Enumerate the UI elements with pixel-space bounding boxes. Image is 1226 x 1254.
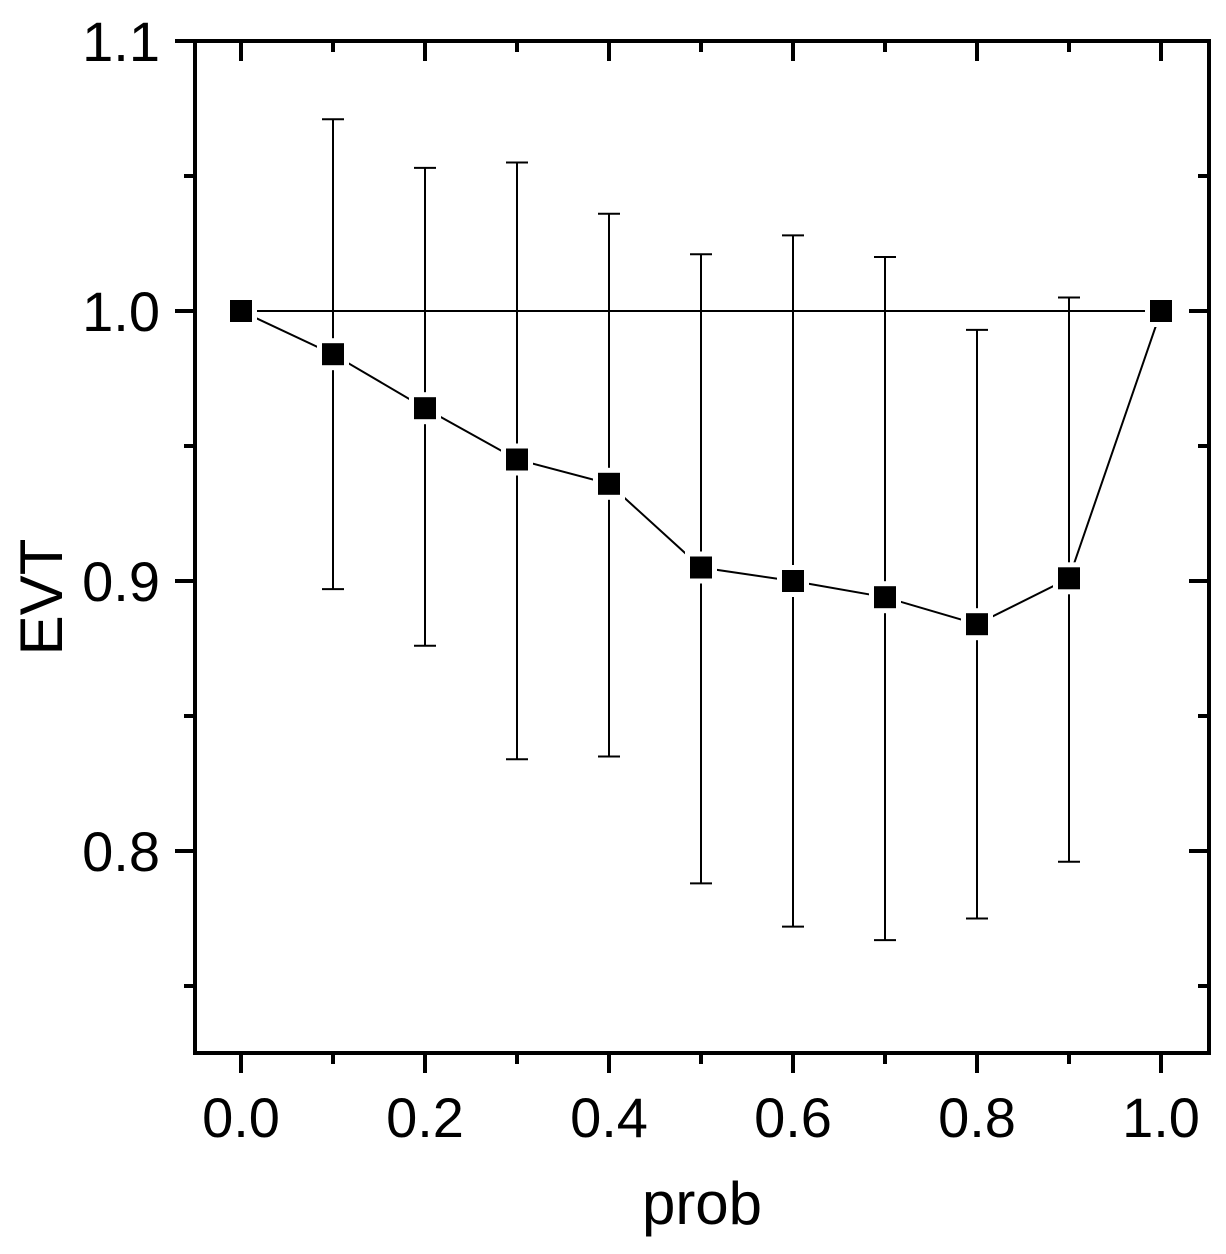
x-tick-label: 0.8 <box>938 1086 1016 1149</box>
x-axis-label: prob <box>642 1170 762 1237</box>
data-point-marker <box>966 613 988 636</box>
x-tick-label: 0.0 <box>202 1086 280 1149</box>
y-tick-label: 1.1 <box>82 10 160 73</box>
y-axis-label: EVT <box>8 539 75 656</box>
y-tick-label: 1.0 <box>82 280 160 343</box>
data-point-marker <box>1058 567 1080 590</box>
data-point-marker <box>230 300 252 322</box>
x-tick-labels: 0.0 0.2 0.4 0.6 0.8 1.0 <box>202 1086 1200 1149</box>
y-tick-label: 0.9 <box>82 550 160 613</box>
data-point-marker <box>506 448 528 471</box>
y-tick-labels: 0.8 0.9 1.0 1.1 <box>82 10 160 883</box>
data-point-marker <box>690 556 712 579</box>
data-point-marker <box>874 586 896 609</box>
data-point-marker <box>782 570 804 592</box>
axis-ticks <box>175 39 1209 1073</box>
error-bars <box>322 118 1080 942</box>
x-tick-label: 0.2 <box>386 1086 464 1149</box>
y-tick-label: 0.8 <box>82 820 160 883</box>
x-tick-label: 0.4 <box>570 1086 648 1149</box>
data-point-marker <box>598 472 620 495</box>
x-tick-label: 1.0 <box>1122 1086 1200 1149</box>
data-point-marker <box>414 397 436 420</box>
data-point-marker <box>322 343 344 366</box>
data-point-marker <box>1150 300 1172 322</box>
x-tick-label: 0.6 <box>754 1086 832 1149</box>
data-markers <box>225 295 1177 641</box>
